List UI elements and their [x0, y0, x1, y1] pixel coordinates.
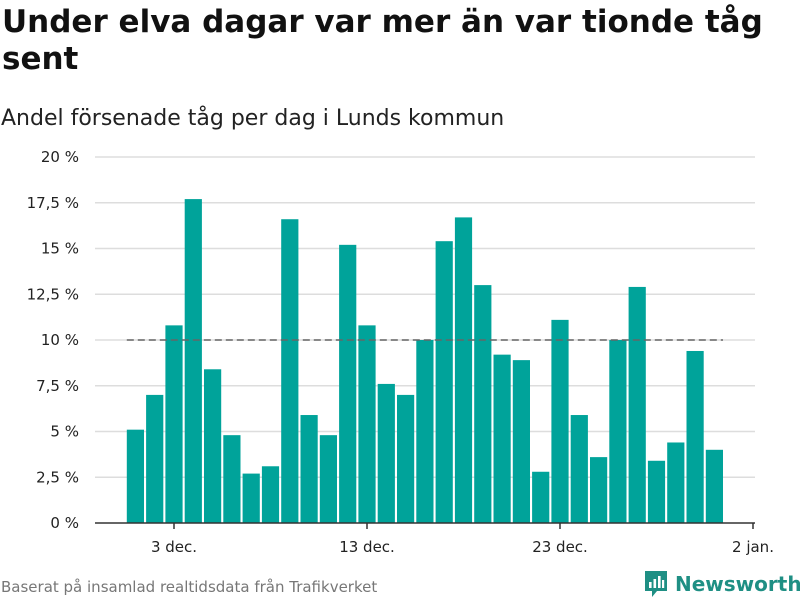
x-tick-label: 13 dec.	[339, 538, 395, 556]
bar	[493, 354, 511, 523]
bar	[686, 350, 704, 523]
logo-text: Newsworthy	[675, 572, 800, 596]
bar	[570, 415, 588, 523]
y-tick-label: 7,5 %	[36, 377, 79, 395]
bar	[454, 217, 473, 523]
y-tick-label: 10 %	[41, 331, 79, 349]
bar	[319, 435, 337, 523]
newsworthy-logo[interactable]: Newsworthy	[643, 569, 800, 599]
bar	[261, 466, 280, 523]
bar	[281, 219, 299, 523]
bars	[126, 199, 723, 523]
y-tick-label: 2,5 %	[36, 468, 79, 486]
bar	[667, 442, 685, 523]
chart-title: Under elva dagar var mer än var tionde t…	[2, 4, 763, 77]
bar	[146, 394, 164, 523]
bar	[242, 473, 260, 523]
bar	[435, 241, 453, 523]
x-tick-label: 3 dec.	[151, 538, 197, 556]
bar	[590, 457, 608, 523]
x-axis: 3 dec. 13 dec. 23 dec. 2 jan.	[95, 522, 774, 556]
bar	[474, 285, 492, 523]
bar	[165, 325, 183, 523]
x-tick-label: 2 jan.	[732, 538, 774, 556]
bar	[377, 383, 395, 523]
bar	[512, 360, 530, 523]
bar	[532, 471, 550, 523]
bar	[358, 325, 376, 523]
bar	[416, 340, 434, 523]
y-axis-ticks: 0 % 2,5 % 5 % 7,5 % 10 % 12,5 % 15 % 17,5 % 20 %	[27, 148, 79, 532]
bar	[204, 369, 222, 523]
bar	[628, 286, 646, 523]
y-tick-label: 20 %	[41, 148, 79, 166]
bar	[609, 340, 627, 523]
y-tick-label: 12,5 %	[27, 285, 79, 303]
y-tick-label: 0 %	[50, 514, 79, 532]
bar	[339, 244, 357, 523]
x-tick-label: 23 dec.	[532, 538, 588, 556]
bar	[647, 460, 666, 523]
y-tick-label: 15 %	[41, 240, 79, 258]
bar	[300, 415, 318, 523]
bar	[397, 394, 415, 523]
chart-subtitle: Andel försenade tåg per dag i Lunds komm…	[1, 106, 505, 131]
bar	[551, 319, 569, 523]
source-note: Baserat på insamlad realtidsdata från Tr…	[1, 578, 378, 596]
y-tick-label: 17,5 %	[27, 194, 79, 212]
bar	[223, 435, 241, 523]
logo-chart-icon	[645, 571, 667, 597]
bar	[705, 449, 723, 523]
bar	[184, 199, 202, 523]
bar	[126, 429, 144, 523]
y-tick-label: 5 %	[50, 423, 79, 441]
